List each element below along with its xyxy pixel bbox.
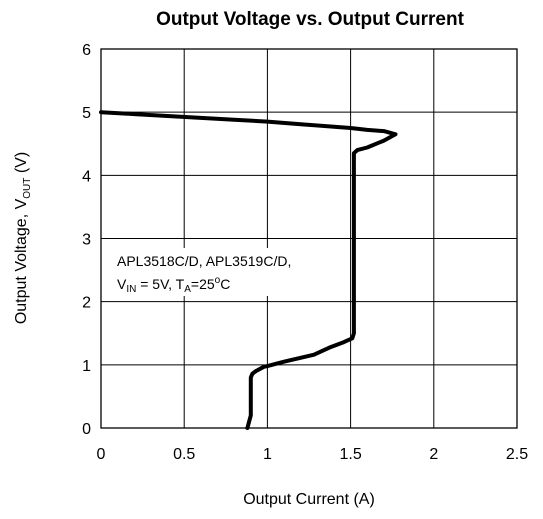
y-tick-label: 5: [82, 105, 91, 122]
x-tick-label: 0.5: [173, 446, 195, 463]
annotation-box: [113, 248, 345, 296]
series-group: [99, 110, 398, 430]
y-tick-label: 1: [82, 358, 91, 375]
vin-value: = 5V, T: [136, 276, 184, 292]
y-tick-label: 0: [82, 421, 91, 438]
temperature-unit: C: [220, 276, 230, 292]
vin-subscript: IN: [126, 284, 136, 295]
x-tick-label: 2.5: [506, 446, 528, 463]
y-axis-label-prefix: Output Voltage, V: [13, 198, 30, 324]
x-tick-label: 1.5: [339, 446, 361, 463]
y-tick-labels: 0 1 2 3 4 5 6: [82, 42, 91, 438]
x-tick-label: 1: [263, 446, 272, 463]
vin-symbol: V: [117, 276, 127, 292]
annotation-line-1: APL3518C/D, APL3519C/D,: [117, 253, 291, 269]
y-axis-label-subscript: OUT: [22, 178, 33, 199]
annotation-line-2: VIN = 5V, TA=25oC: [117, 275, 230, 295]
y-axis-label: Output Voltage, VOUT (V): [13, 152, 33, 324]
x-tick-label: 2: [429, 446, 438, 463]
y-tick-label: 6: [82, 42, 91, 59]
y-tick-label: 2: [82, 295, 91, 312]
ta-value: =25: [191, 276, 215, 292]
grid-lines: [101, 49, 517, 428]
x-axis-label: Output Current (A): [243, 491, 375, 508]
y-tick-label: 3: [82, 232, 91, 249]
y-tick-label: 4: [82, 168, 91, 185]
chart-title: Output Voltage vs. Output Current: [156, 9, 465, 30]
y-axis-label-suffix: (V): [13, 152, 30, 178]
degree-symbol: o: [215, 275, 221, 286]
x-tick-labels: 0 0.5 1 1.5 2 2.5: [97, 446, 529, 463]
series-line: [99, 110, 398, 430]
ta-subscript: A: [184, 284, 191, 295]
x-tick-label: 0: [97, 446, 106, 463]
